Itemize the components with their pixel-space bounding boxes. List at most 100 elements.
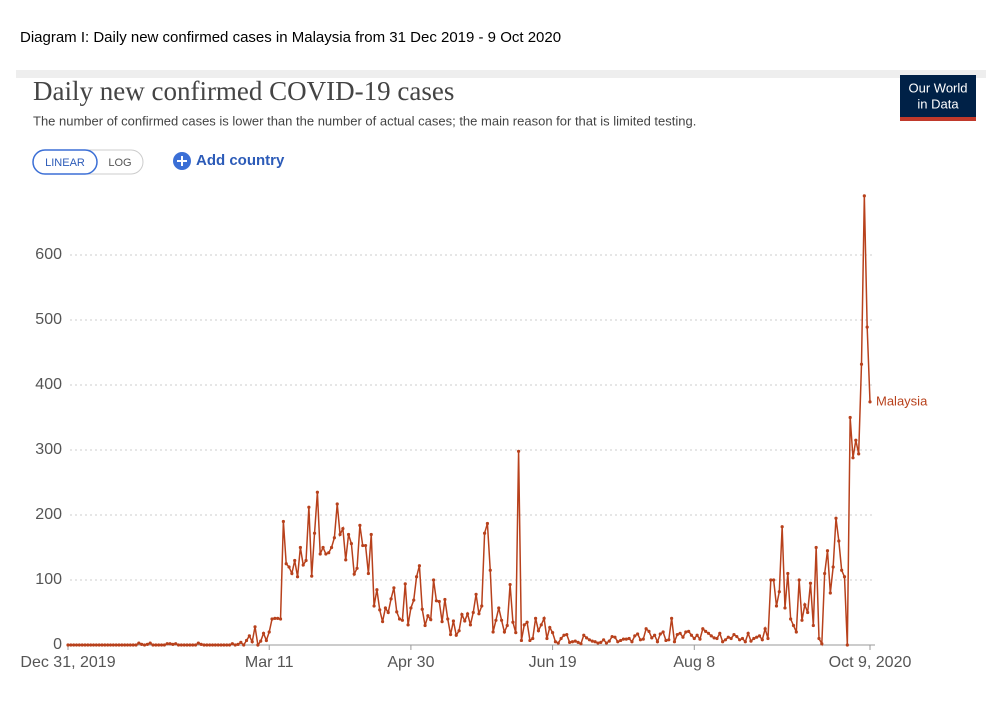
linear-button[interactable]: LINEAR — [45, 157, 85, 169]
data-point — [862, 194, 866, 198]
data-point — [344, 558, 348, 562]
data-point — [312, 531, 317, 535]
data-point — [553, 640, 558, 644]
data-point — [256, 643, 260, 647]
data-point — [757, 634, 762, 638]
data-point — [545, 636, 549, 641]
data-point — [123, 643, 127, 647]
data-point — [179, 643, 183, 647]
data-point — [474, 592, 478, 596]
data-point — [499, 618, 504, 622]
data-point — [386, 610, 390, 615]
data-point — [808, 581, 813, 585]
data-point — [321, 545, 325, 550]
add-country[interactable]: Add country — [173, 152, 285, 170]
data-point — [548, 625, 552, 630]
data-point — [191, 643, 195, 647]
data-point — [834, 516, 838, 520]
data-point — [740, 636, 745, 641]
data-point — [287, 565, 291, 569]
data-point — [760, 638, 764, 642]
data-point — [811, 623, 815, 628]
add-country-label[interactable]: Add country — [196, 152, 285, 169]
data-point — [412, 598, 416, 602]
data-point — [842, 575, 847, 579]
logo[interactable]: Our World in Data — [900, 75, 976, 121]
data-point — [199, 642, 203, 646]
data-point — [77, 643, 81, 647]
data-point — [437, 599, 441, 604]
data-point — [202, 643, 206, 647]
data-point — [261, 631, 266, 635]
data-point — [216, 643, 220, 647]
data-point — [590, 639, 594, 643]
data-point — [247, 634, 251, 638]
data-point — [451, 619, 456, 623]
data-point — [726, 635, 730, 639]
data-point — [454, 633, 458, 637]
x-tick-label: Oct 9, 2020 — [829, 654, 912, 671]
data-point — [505, 623, 509, 628]
log-button[interactable]: LOG — [108, 157, 131, 169]
data-point — [531, 636, 535, 641]
data-point — [672, 640, 677, 644]
data-point — [667, 638, 671, 642]
data-point — [253, 625, 257, 629]
data-point — [372, 604, 376, 608]
y-tick-label: 300 — [35, 441, 62, 458]
data-point — [749, 639, 753, 643]
data-point — [675, 633, 679, 637]
data-point — [210, 643, 215, 647]
toggle-active[interactable] — [32, 149, 98, 175]
data-point — [621, 637, 626, 641]
data-point — [718, 631, 722, 635]
data-point — [225, 643, 229, 647]
data-point — [134, 643, 138, 647]
data-point — [446, 617, 450, 621]
data-point — [72, 643, 76, 647]
data-point — [335, 502, 339, 506]
data-point — [599, 640, 603, 645]
data-point — [568, 640, 572, 645]
data-point — [66, 643, 70, 647]
data-point — [803, 603, 807, 607]
data-point — [562, 633, 566, 637]
data-point — [641, 637, 645, 641]
y-tick-label: 500 — [35, 311, 62, 328]
data-point — [329, 545, 334, 550]
data-point — [633, 634, 637, 638]
data-point — [772, 578, 776, 582]
data-point — [307, 505, 311, 509]
data-point — [162, 643, 166, 647]
data-point — [148, 641, 152, 645]
data-point — [755, 635, 759, 639]
data-point — [185, 643, 189, 647]
data-point — [103, 643, 107, 647]
data-point — [825, 549, 830, 553]
data-point — [242, 643, 246, 647]
data-point — [536, 629, 541, 633]
y-tick-label: 600 — [35, 246, 62, 263]
data-point — [295, 575, 300, 579]
data-point — [97, 643, 101, 647]
data-point — [661, 630, 665, 634]
data-point — [721, 640, 725, 644]
data-point — [159, 643, 164, 647]
data-point — [596, 641, 600, 645]
data-point — [94, 643, 98, 647]
data-point — [125, 643, 130, 647]
data-point — [806, 610, 810, 615]
data-point — [389, 597, 393, 601]
data-point — [100, 643, 104, 647]
data-point — [108, 643, 113, 647]
data-point — [341, 527, 345, 531]
data-point — [270, 617, 274, 621]
data-point — [644, 627, 648, 631]
data-point — [570, 640, 575, 644]
data-point — [511, 620, 515, 624]
data-point — [74, 643, 79, 647]
data-point — [145, 642, 149, 646]
data-point — [735, 634, 739, 639]
data-point — [522, 623, 526, 627]
